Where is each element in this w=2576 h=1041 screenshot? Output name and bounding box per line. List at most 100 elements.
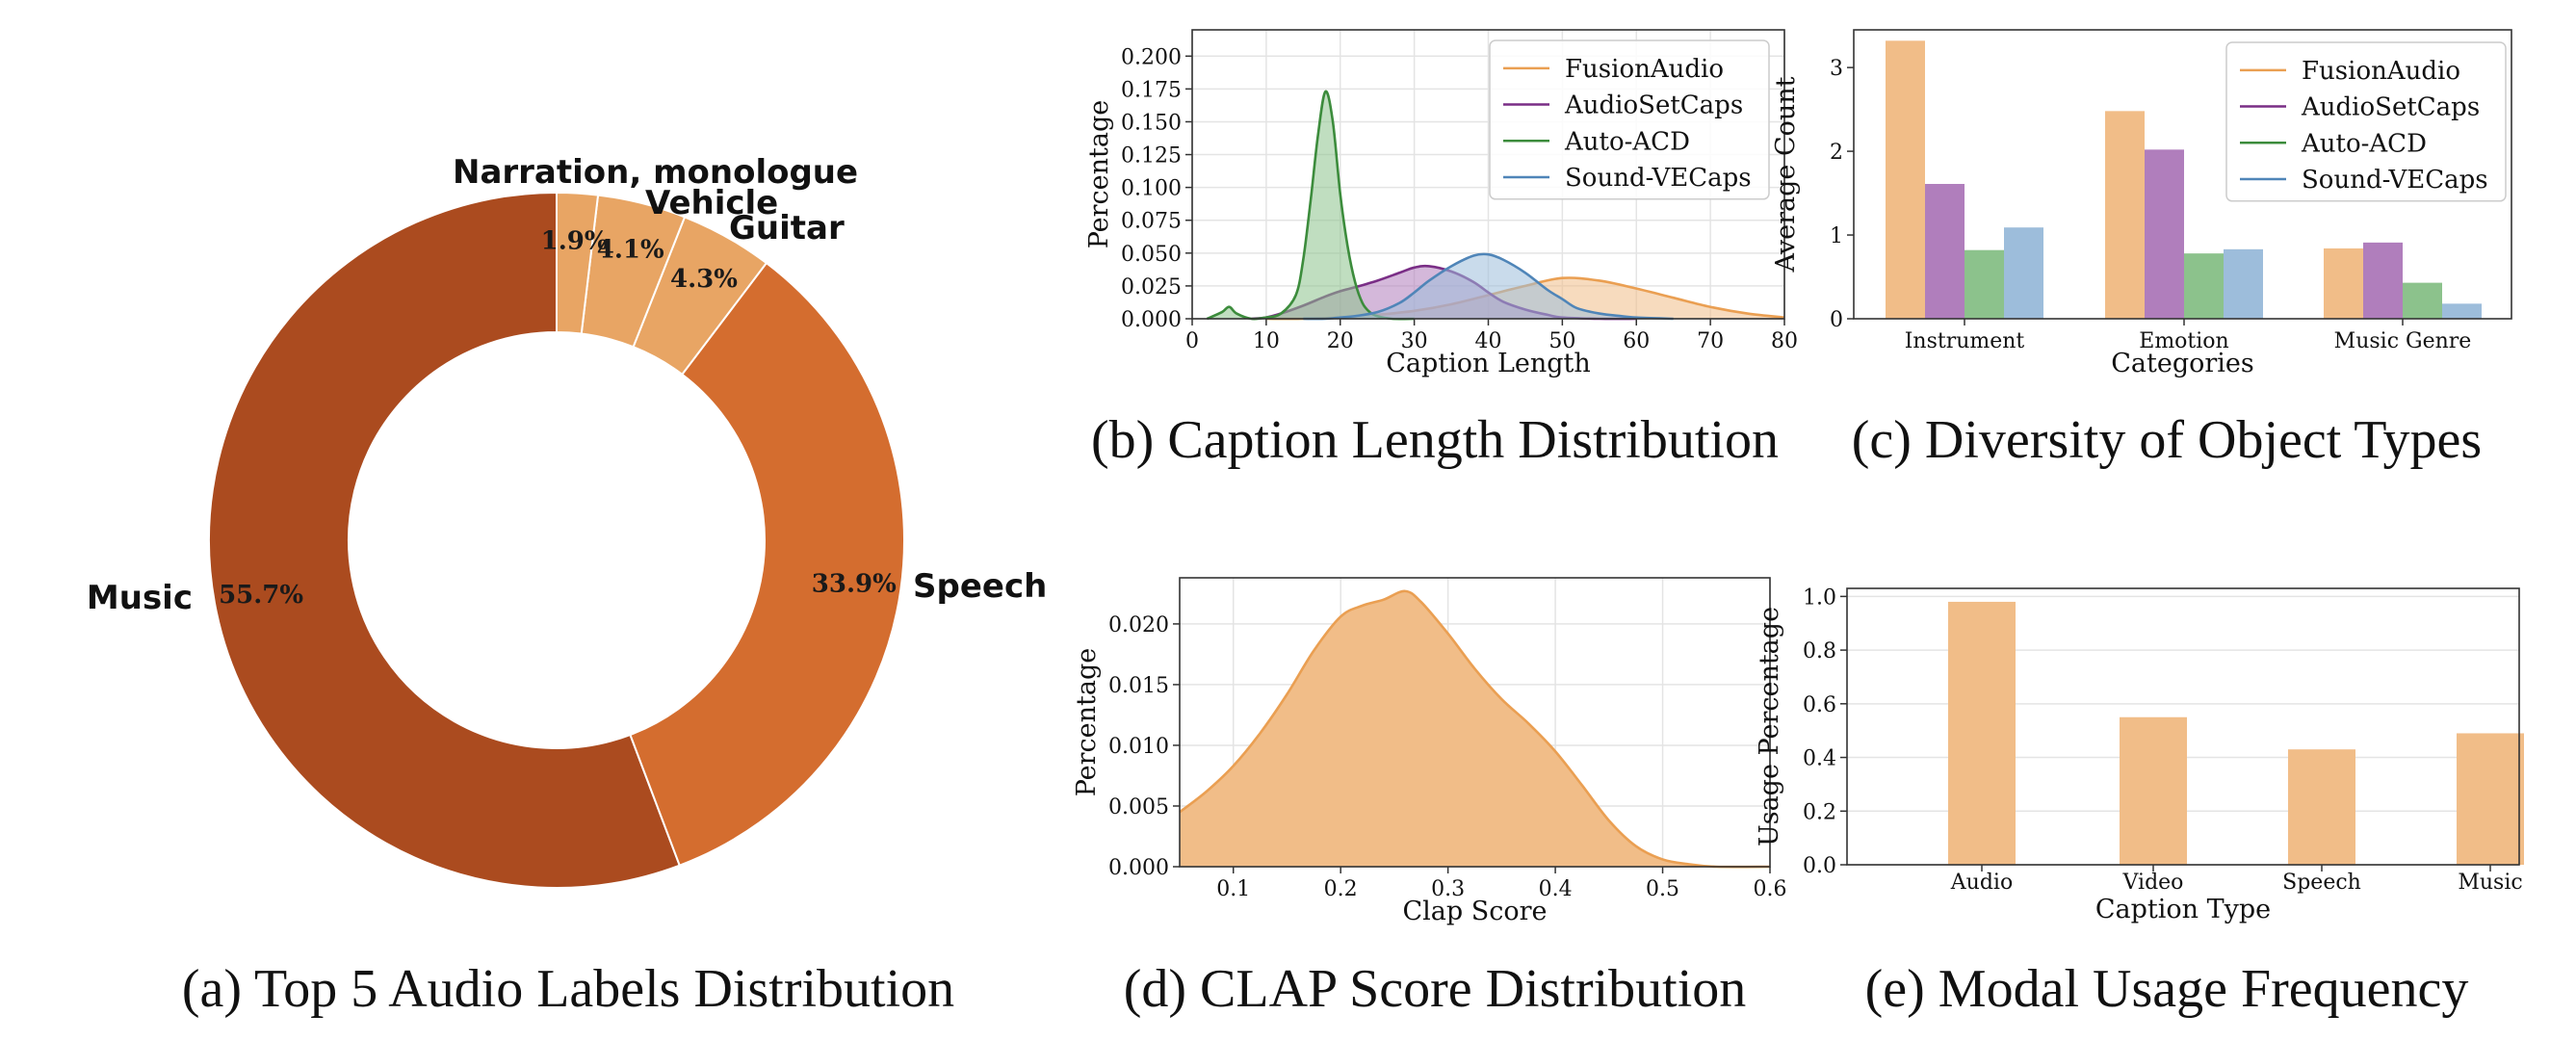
- x-tick-label: 0.3: [1431, 877, 1465, 901]
- y-tick-label: 1: [1830, 224, 1843, 248]
- y-tick-label: 0.6: [1803, 693, 1836, 717]
- y-tick-label: 0.015: [1108, 674, 1169, 698]
- y-axis-label: Average Count: [1771, 76, 1801, 273]
- pie-pct-label-speech: 33.9%: [812, 569, 897, 598]
- y-tick-label: 0.075: [1121, 210, 1182, 234]
- pie-pct-label-narration-monologue: 1.9%: [541, 227, 609, 256]
- pie-label-guitar: Guitar: [729, 209, 845, 247]
- y-axis-label: Percentage: [1072, 648, 1102, 797]
- pie-pct-label-music: 55.7%: [219, 581, 303, 610]
- panel-d-clap-score-chart: 0.000 0.005 0.010 0.015 0.020 0.1 0.2 0.3 0.4 0.5…: [1072, 577, 1787, 926]
- density-line-soundvecaps: [1303, 252, 1674, 321]
- x-tick-label: 20: [1327, 329, 1354, 353]
- density-line-autoacd: [1206, 90, 1415, 321]
- y-tick-label: 0: [1830, 308, 1843, 332]
- legend-label-soundvecaps: Sound-VECaps: [1565, 164, 1752, 193]
- pie-label-narration-monologue: Narration, monologue: [453, 153, 858, 192]
- bar-usage: [2288, 749, 2355, 865]
- x-tick-label: 0: [1185, 329, 1199, 353]
- y-tick-label: 3: [1830, 57, 1843, 81]
- x-tick-label: Speech: [2282, 871, 2361, 895]
- x-tick-label: 70: [1697, 329, 1724, 353]
- y-tick-label: 0.050: [1121, 243, 1182, 267]
- axes-frame: [1179, 577, 1771, 868]
- caption-b: (b) Caption Length Distribution: [1091, 410, 1779, 470]
- caption-d: (d) CLAP Score Distribution: [1123, 959, 1747, 1019]
- pie-slice-speech: [629, 261, 905, 867]
- pie-pct-label-vehicle: 4.1%: [597, 236, 664, 265]
- x-tick-label: Music Genre: [2334, 329, 2472, 353]
- y-tick-label: 0.020: [1108, 613, 1169, 638]
- x-tick-label: 0.1: [1216, 877, 1250, 901]
- x-tick-label: 40: [1475, 329, 1502, 353]
- legend-box: [1489, 39, 1770, 200]
- y-tick-label: 0.200: [1121, 45, 1182, 69]
- bar-soundvecaps: [2224, 248, 2263, 319]
- x-axis-label: Clap Score: [1402, 897, 1547, 926]
- panel-a-donut-chart: 55.7% 33.9% 4.3%4.1%1.9% Music Speech GuitarV…: [87, 153, 1047, 889]
- x-tick-label: Music: [2458, 871, 2522, 895]
- x-tick-label: 0.4: [1539, 877, 1573, 901]
- y-tick-label: 0.100: [1121, 177, 1182, 201]
- y-axis-label: Percentage: [1084, 100, 1114, 249]
- x-tick-label: 0.5: [1646, 877, 1679, 901]
- legend-label-soundvecaps: Sound-VECaps: [2302, 166, 2488, 195]
- pie-label-music: Music: [87, 579, 193, 617]
- panel-e-modal-usage-chart: 0.0 0.2 0.4 0.6 0.8 1.0 Caption Type Usage Perc…: [1755, 586, 2524, 924]
- x-tick-label: Emotion: [2139, 329, 2228, 353]
- bar-fusionaudio: [2105, 111, 2145, 319]
- y-tick-label: 0.005: [1108, 795, 1169, 820]
- axes-frame: [1853, 29, 2512, 320]
- pie-label-speech: Speech: [913, 567, 1047, 606]
- caption-c: (c) Diversity of Object Types: [1851, 410, 2483, 470]
- y-tick-label: 1.0: [1803, 586, 1836, 610]
- y-tick-label: 0.2: [1803, 800, 1836, 824]
- legend-label-autoacd: Auto-ACD: [2301, 129, 2427, 158]
- x-tick-label: 60: [1623, 329, 1650, 353]
- bar-audiosetcaps: [1925, 184, 1965, 319]
- bar-audiosetcaps: [2145, 149, 2184, 319]
- x-tick-label: Video: [2122, 871, 2184, 895]
- legend-label-audiosetcaps: AudioSetCaps: [2301, 93, 2480, 122]
- bar-fusionaudio: [1886, 40, 1925, 319]
- bar-audiosetcaps: [2363, 242, 2403, 319]
- y-tick-label: 2: [1830, 141, 1843, 165]
- density-area-clap: [1180, 590, 1770, 868]
- pie-slice-narration-monologue: [556, 191, 600, 335]
- legend-label-fusionaudio: FusionAudio: [1565, 55, 1724, 84]
- bar-autoacd: [2403, 282, 2442, 319]
- x-axis-label: Caption Type: [2095, 895, 2271, 924]
- y-axis-label: Usage Percentage: [1755, 607, 1784, 846]
- y-tick-label: 0.8: [1803, 639, 1836, 664]
- caption-a: (a) Top 5 Audio Labels Distribution: [181, 959, 955, 1019]
- x-tick-label: Instrument: [1905, 329, 2025, 353]
- y-tick-label: 0.010: [1108, 735, 1169, 759]
- x-tick-label: 50: [1548, 329, 1575, 353]
- y-tick-label: 0.175: [1121, 78, 1182, 102]
- density-line-clap: [1179, 589, 1771, 869]
- y-tick-label: 0.4: [1803, 747, 1836, 771]
- y-tick-label: 0.000: [1121, 308, 1182, 332]
- y-tick-label: 0.000: [1108, 856, 1169, 880]
- panel-b-caption-length-chart: 0.000 0.025 0.050 0.075 0.100 0.125 0.150 0.175…: [1084, 29, 1798, 378]
- caption-e: (e) Modal Usage Frequency: [1864, 959, 2469, 1019]
- x-tick-label: 10: [1253, 329, 1280, 353]
- bar-soundvecaps: [2442, 303, 2482, 319]
- bar-autoacd: [1965, 249, 2004, 319]
- pie-slice-music: [208, 191, 682, 889]
- legend-label-fusionaudio: FusionAudio: [2302, 57, 2460, 86]
- bar-autoacd: [2184, 253, 2224, 319]
- bar-soundvecaps: [2004, 227, 2043, 319]
- axes-frame: [1846, 587, 2520, 866]
- legend-label-autoacd: Auto-ACD: [1564, 127, 1690, 156]
- x-axis-label: Caption Length: [1386, 349, 1591, 378]
- y-tick-label: 0.150: [1121, 111, 1182, 135]
- bar-usage: [2457, 733, 2524, 865]
- x-tick-label: 30: [1401, 329, 1428, 353]
- x-axis-label: Categories: [2111, 349, 2254, 378]
- legend-label-audiosetcaps: AudioSetCaps: [1564, 91, 1743, 120]
- x-tick-label: 80: [1771, 329, 1798, 353]
- pie-pct-label-guitar: 4.3%: [670, 265, 738, 294]
- pie-label-vehicle: Vehicle: [645, 184, 778, 222]
